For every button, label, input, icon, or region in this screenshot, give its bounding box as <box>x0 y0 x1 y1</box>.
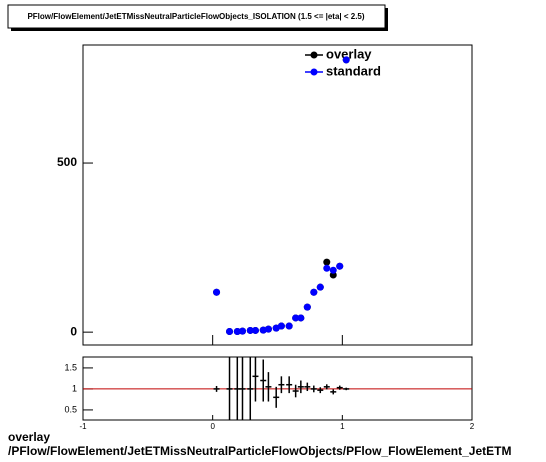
data-point <box>238 327 246 335</box>
legend-marker <box>310 68 318 76</box>
x-tick-label: 1 <box>340 422 345 431</box>
data-point <box>292 314 300 322</box>
data-point <box>329 266 337 274</box>
data-point <box>342 56 350 64</box>
main-frame <box>82 44 473 346</box>
data-point <box>264 325 272 333</box>
data-point <box>233 327 241 335</box>
data-point <box>316 283 324 291</box>
legend-label: standard <box>326 63 381 78</box>
data-point <box>251 326 259 334</box>
chart-title: PFlow/FlowElement/JetETMissNeutralPartic… <box>27 12 364 21</box>
y-tick-label: 500 <box>57 155 77 169</box>
data-point <box>323 258 331 266</box>
data-point <box>303 303 311 311</box>
legend-label: overlay <box>326 46 372 61</box>
data-point <box>213 288 221 296</box>
data-point <box>259 326 267 334</box>
data-point <box>310 288 318 296</box>
data-point <box>336 262 344 270</box>
x-tick-label: -1 <box>79 422 87 431</box>
legend-marker <box>310 51 318 59</box>
data-point <box>277 322 285 330</box>
data-point <box>297 314 305 322</box>
y-tick-label: 1 <box>72 383 77 393</box>
y-tick-label: 0 <box>70 324 77 338</box>
y-tick-label: 0.5 <box>64 404 77 414</box>
data-point <box>323 264 331 272</box>
x-tick-label: 0 <box>210 422 215 431</box>
title-box <box>7 4 386 29</box>
y-tick-label: 1.5 <box>64 362 77 372</box>
data-point <box>246 326 254 334</box>
x-axis-title: /PFlow/FlowElement/JetETMissNeutralParti… <box>8 444 511 458</box>
data-point <box>226 327 234 335</box>
x-tick-label: 2 <box>470 422 475 431</box>
x-axis-title: overlay <box>8 430 50 444</box>
data-point <box>285 322 293 330</box>
